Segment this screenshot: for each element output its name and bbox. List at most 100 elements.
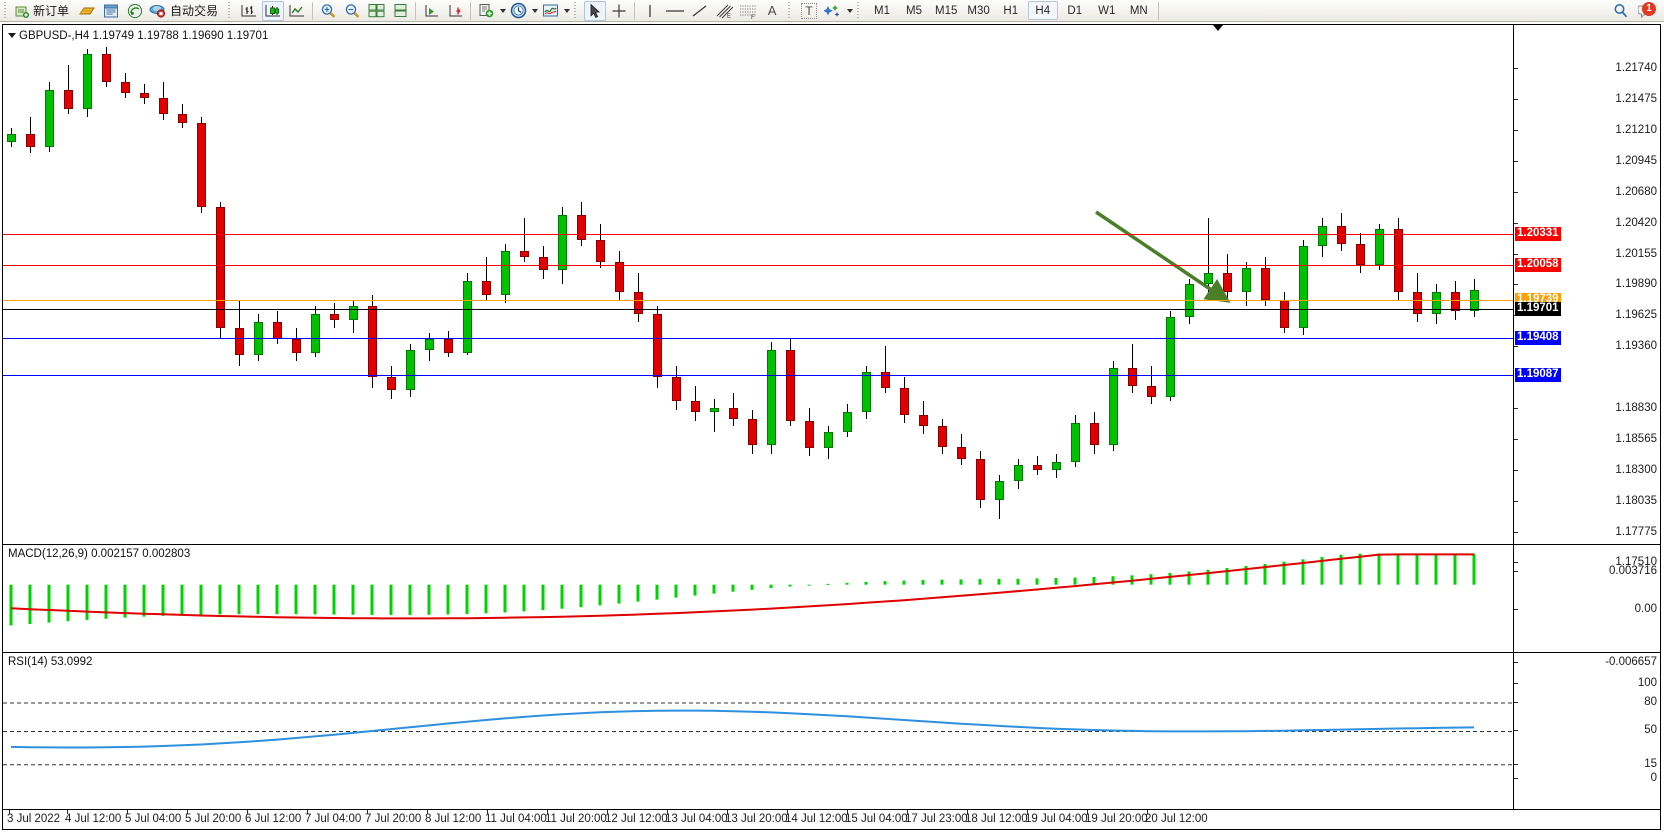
period-button[interactable] (507, 1, 529, 21)
timeframe-group-grip[interactable] (856, 1, 864, 20)
new-order-button[interactable]: 新订单 (14, 1, 74, 21)
charttype-group-grip[interactable] (227, 1, 235, 20)
price-axis-tick (1514, 223, 1518, 224)
toolbox-button[interactable] (76, 1, 98, 21)
timeframe-m30[interactable]: M30 (967, 4, 990, 17)
candle-body (64, 90, 73, 109)
equidistant-channel-button[interactable]: E (713, 1, 735, 21)
data-window-button[interactable] (100, 1, 122, 21)
candlestick-chart-button[interactable] (262, 0, 285, 21)
autotrading-button[interactable]: 自动交易 (148, 1, 223, 21)
tools-group-grip[interactable] (573, 1, 581, 20)
timeframe-m5[interactable]: M5 (906, 4, 923, 17)
candle-body (520, 251, 529, 257)
timeframe-mn[interactable]: MN (1129, 4, 1148, 17)
macd-pane[interactable] (3, 544, 1660, 653)
chart-shift-button[interactable] (444, 1, 466, 21)
line-chart-button[interactable] (286, 1, 308, 21)
support-line-2[interactable] (3, 375, 1513, 376)
cursor-button[interactable] (584, 0, 607, 21)
macd-histogram-bar (845, 582, 849, 585)
macd-histogram-bar (1206, 569, 1210, 585)
macd-histogram-bar (9, 584, 13, 626)
candle-body (596, 240, 605, 263)
symbol-label[interactable]: GBPUSD-,H4 1.19749 1.19788 1.19690 1.197… (8, 30, 268, 42)
timeframe-h1[interactable]: H1 (1003, 4, 1019, 17)
price-badge-resistance[interactable]: 1.20331 (1515, 227, 1561, 241)
timeframe-h4[interactable]: H4 (1027, 1, 1058, 20)
price-axis-label: 1.19625 (1615, 309, 1657, 321)
time-axis-tick (487, 810, 488, 814)
text-button[interactable]: A (761, 1, 783, 21)
fibonacci-button[interactable]: F (737, 1, 759, 21)
add-indicator-dropdown-arrow[interactable] (500, 8, 507, 13)
signals-button[interactable] (124, 1, 146, 21)
time-axis-label: 15 Jul 04:00 (845, 813, 908, 825)
timeframe-w1[interactable]: W1 (1098, 4, 1116, 17)
timeframe-m15[interactable]: M15 (935, 4, 958, 17)
label-group-grip[interactable] (787, 1, 795, 20)
price-badge-support[interactable]: 1.19087 (1515, 368, 1561, 382)
zoom-out-button[interactable] (341, 1, 363, 21)
tile-windows-button[interactable] (365, 1, 387, 21)
price-axis-label: 1.18830 (1615, 402, 1657, 414)
crosshair-button[interactable] (608, 1, 630, 21)
candle-body (1166, 316, 1175, 397)
chat-button[interactable]: 1 (1634, 1, 1660, 21)
macd-histogram-bar (28, 584, 32, 625)
macd-histogram-bar (465, 584, 469, 614)
window-list-button[interactable] (389, 1, 411, 21)
horizontal-line-icon (666, 9, 685, 12)
timeframe-d1[interactable]: D1 (1067, 4, 1083, 17)
trendline-icon (692, 4, 707, 17)
price-badge-last-price[interactable]: 1.19701 (1515, 302, 1561, 316)
timeframe-m1[interactable]: M1 (874, 4, 891, 17)
bar-chart-button[interactable] (238, 1, 260, 21)
price-axis[interactable]: 1.21740 1.21475 1.21210 1.20945 1.20680 1.204… (1513, 25, 1660, 829)
period-dropdown-arrow[interactable] (532, 8, 539, 13)
macd-histogram-bar (104, 584, 108, 619)
candle-body (881, 371, 890, 388)
objects-dropdown-arrow[interactable] (847, 8, 854, 13)
rsi-pane[interactable] (3, 652, 1660, 805)
macd-histogram-bar (256, 584, 260, 615)
templates-dropdown-arrow[interactable] (564, 8, 571, 13)
zoom-in-button[interactable] (317, 1, 339, 21)
price-axis-tick (1514, 161, 1518, 162)
candle-body (691, 401, 700, 412)
price-pane[interactable] (3, 25, 1660, 544)
templates-button[interactable] (539, 1, 561, 21)
resistance-line-2[interactable] (3, 265, 1513, 266)
text-label-button[interactable]: T (798, 1, 820, 21)
price-axis-label: 1.20155 (1615, 248, 1657, 260)
chart-frame[interactable]: 1.21740 1.21475 1.21210 1.20945 1.20680 1.204… (2, 24, 1661, 830)
horizontal-line-button[interactable] (663, 1, 687, 21)
price-badge-resistance[interactable]: 1.20058 (1515, 258, 1561, 272)
price-axis-label: 1.21210 (1615, 124, 1657, 136)
auto-scroll-button[interactable] (420, 1, 442, 21)
macd-histogram-bar (579, 584, 583, 608)
price-axis-tick (1514, 192, 1518, 193)
macd-histogram-bar (617, 584, 621, 604)
macd-histogram-bar (1263, 563, 1267, 585)
pivot-line[interactable] (3, 300, 1513, 301)
price-axis-label: 1.21475 (1615, 93, 1657, 105)
last-price-line[interactable] (3, 309, 1513, 310)
down-trend-arrow[interactable] (1095, 210, 1231, 303)
candle-body (957, 447, 966, 460)
time-axis-label: 7 Jul 20:00 (365, 813, 422, 825)
vertical-line-button[interactable] (639, 1, 661, 21)
objects-button[interactable] (822, 1, 844, 21)
toolbar-grip[interactable] (3, 1, 10, 20)
toolbar-separator-3 (470, 1, 472, 20)
add-indicator-button[interactable] (475, 1, 497, 21)
rsi-axis-tick (1514, 778, 1518, 779)
time-axis[interactable]: 3 Jul 2022 4 Jul 12:00 5 Jul 04:00 5 Jul 20… (3, 809, 1660, 829)
price-badge-support[interactable]: 1.19408 (1515, 331, 1561, 345)
resistance-line-1[interactable] (3, 234, 1513, 235)
search-button[interactable] (1610, 1, 1632, 21)
support-line-1[interactable] (3, 338, 1513, 339)
time-axis-label: 4 Jul 12:00 (65, 813, 122, 825)
trendline-button[interactable] (689, 1, 711, 21)
chart-menu-arrow-icon[interactable] (8, 33, 16, 38)
